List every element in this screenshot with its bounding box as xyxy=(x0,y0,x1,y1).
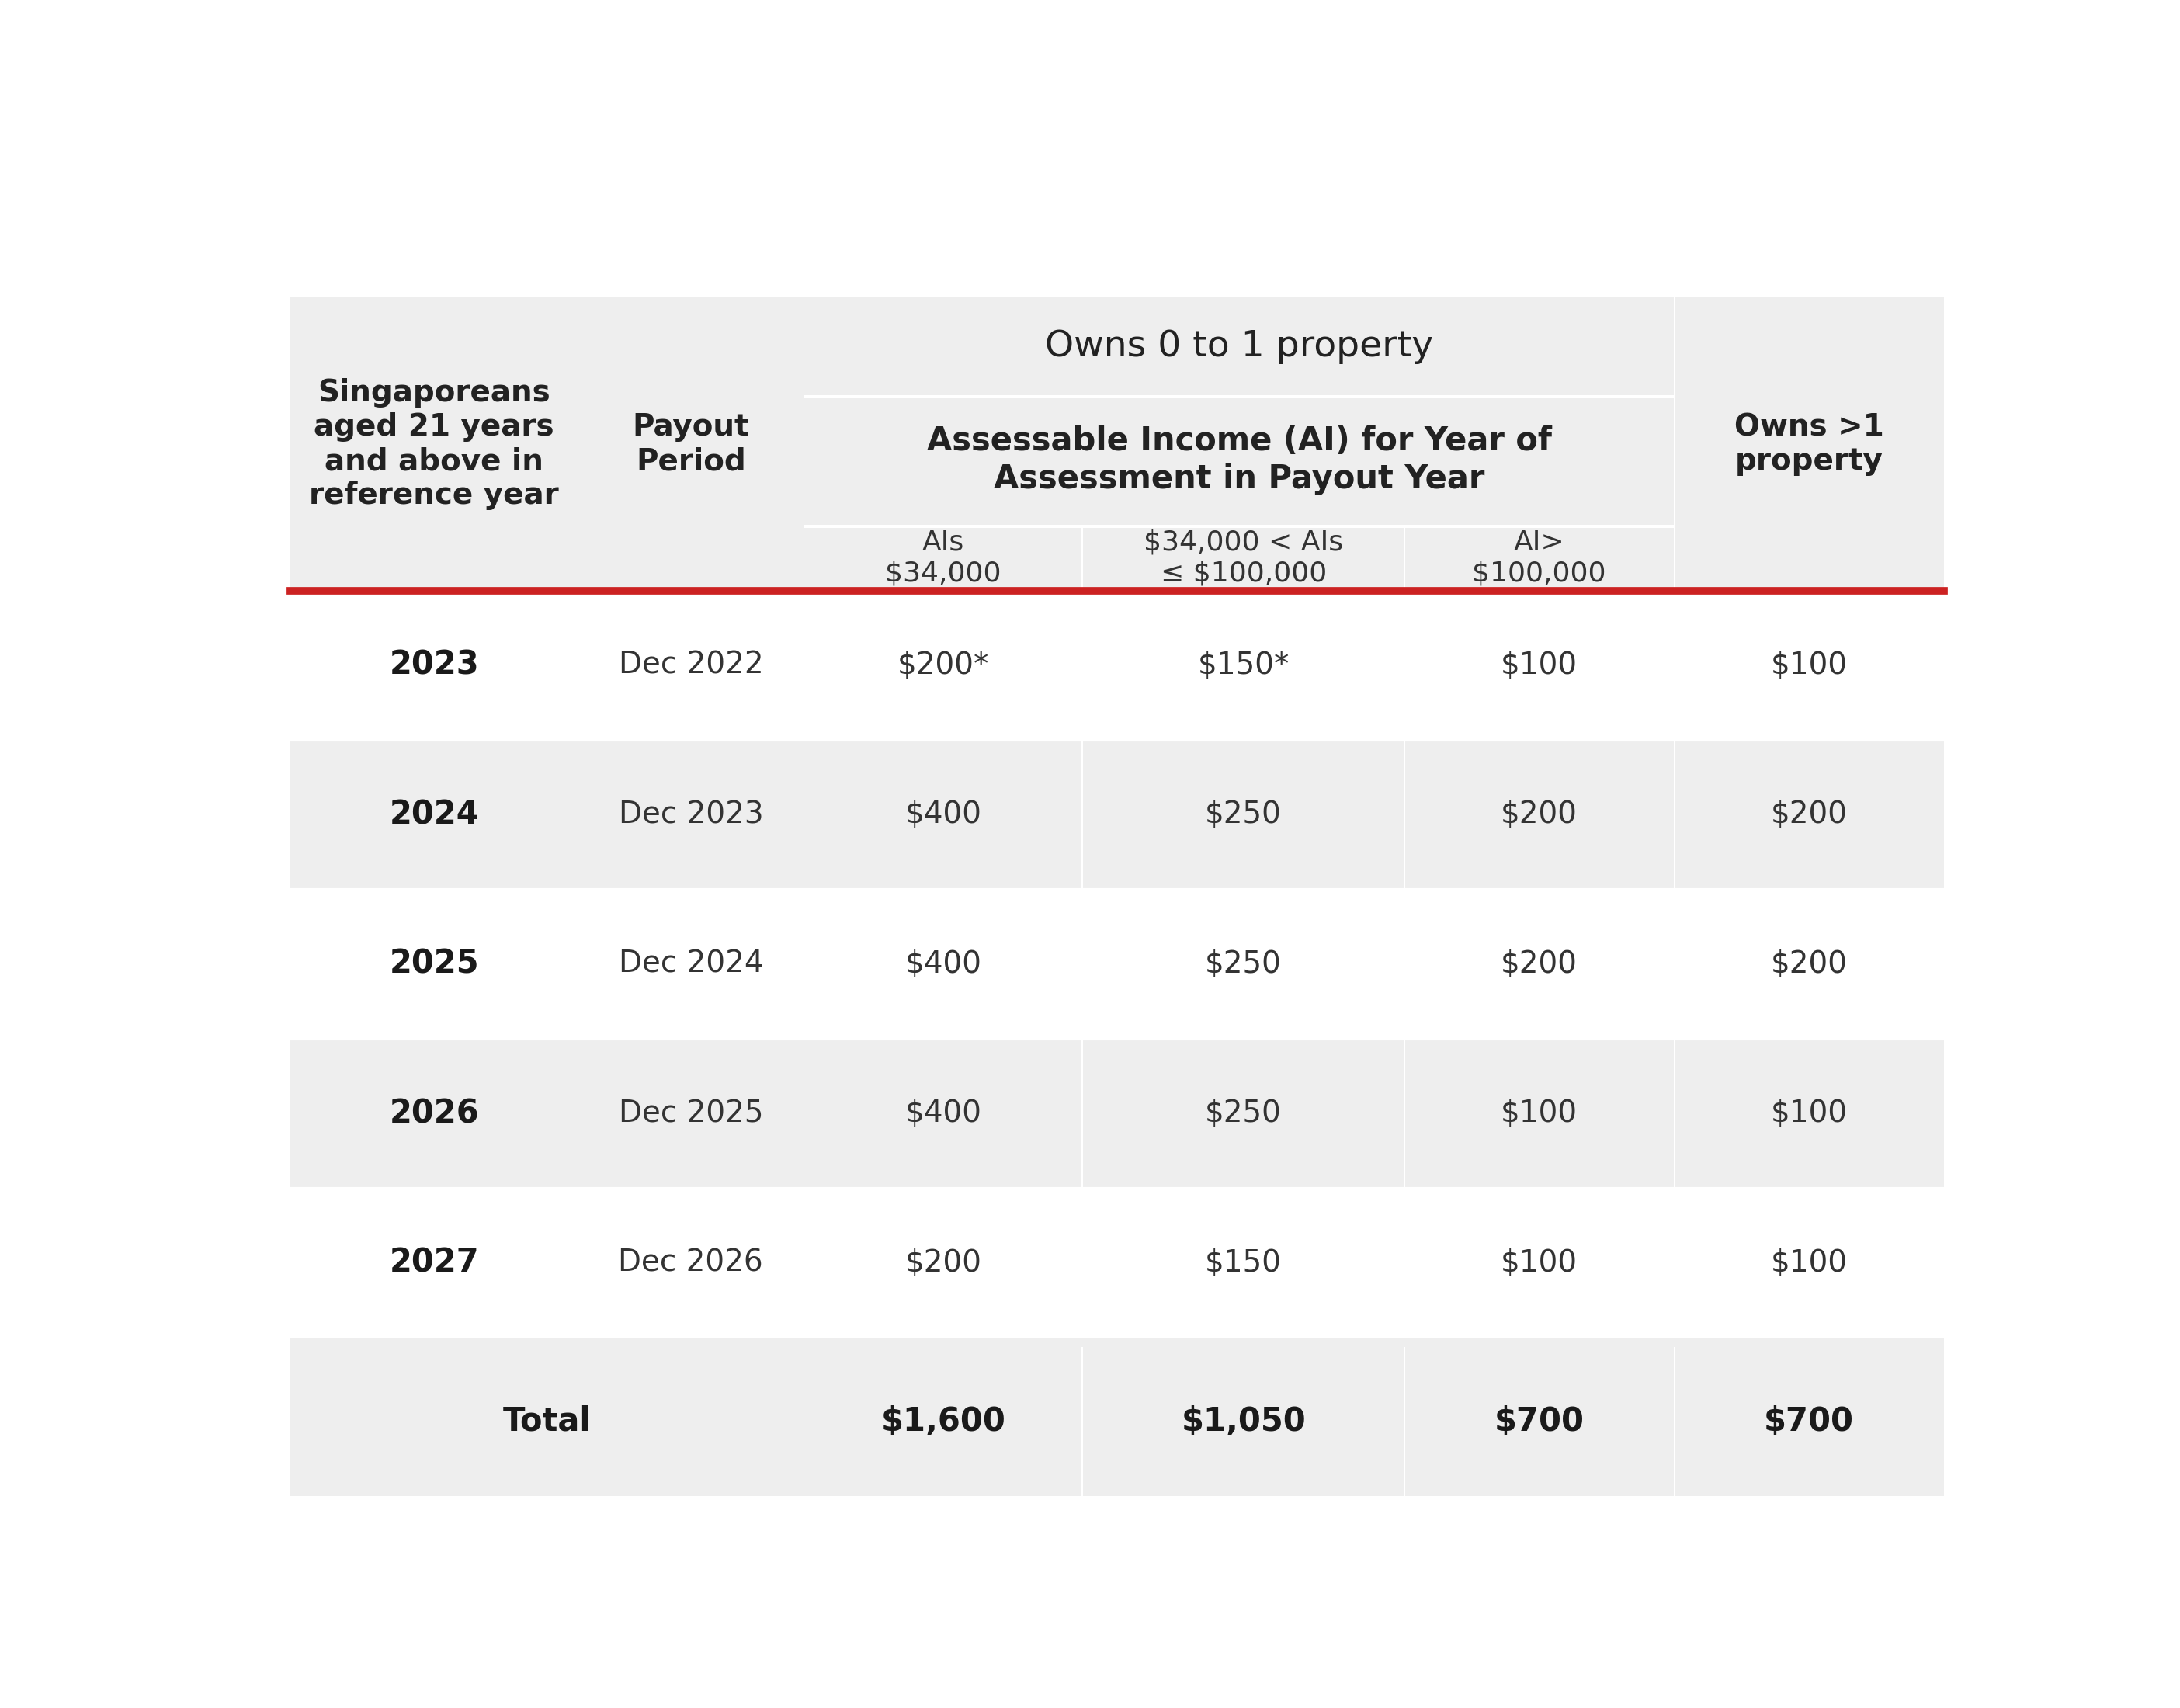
Text: $400: $400 xyxy=(905,950,981,979)
Text: Total: Total xyxy=(504,1406,591,1438)
Text: $700: $700 xyxy=(1764,1406,1855,1438)
Text: $150*: $150* xyxy=(1197,651,1288,680)
Text: $200: $200 xyxy=(1500,799,1578,830)
Text: $400: $400 xyxy=(905,1098,981,1129)
Text: 2025: 2025 xyxy=(390,948,480,980)
Text: $200: $200 xyxy=(1770,950,1846,979)
Bar xyxy=(290,890,1945,1038)
Text: $34,000 < AIs
≤ $100,000: $34,000 < AIs ≤ $100,000 xyxy=(1144,529,1343,586)
Text: $200*: $200* xyxy=(898,651,990,680)
Text: 2027: 2027 xyxy=(390,1247,480,1279)
Bar xyxy=(290,740,1945,890)
Text: $100: $100 xyxy=(1500,1249,1578,1278)
Text: Dec 2025: Dec 2025 xyxy=(619,1098,763,1129)
Text: Owns 0 to 1 property: Owns 0 to 1 property xyxy=(1044,330,1432,364)
Text: $250: $250 xyxy=(1206,1098,1282,1129)
Text: $100: $100 xyxy=(1770,1249,1846,1278)
Text: $250: $250 xyxy=(1206,950,1282,979)
Text: $200: $200 xyxy=(1770,799,1846,830)
Text: $150: $150 xyxy=(1206,1249,1282,1278)
Text: $200: $200 xyxy=(1500,950,1578,979)
Text: AIs
$34,000: AIs $34,000 xyxy=(885,529,1001,586)
Text: Assessable Income (AI) for Year of
Assessment in Payout Year: Assessable Income (AI) for Year of Asses… xyxy=(926,425,1552,495)
Text: Owns >1
property: Owns >1 property xyxy=(1735,412,1884,477)
Text: $100: $100 xyxy=(1500,1098,1578,1129)
Text: 2026: 2026 xyxy=(390,1097,480,1131)
Text: $100: $100 xyxy=(1770,1098,1846,1129)
Text: Singaporeans
aged 21 years
and above in
reference year: Singaporeans aged 21 years and above in … xyxy=(310,377,558,511)
Text: 2023: 2023 xyxy=(390,649,480,681)
Text: $700: $700 xyxy=(1493,1406,1585,1438)
Text: Dec 2026: Dec 2026 xyxy=(619,1249,763,1278)
Bar xyxy=(290,1038,1945,1189)
Text: $400: $400 xyxy=(905,799,981,830)
Text: 2024: 2024 xyxy=(390,798,480,832)
Bar xyxy=(804,524,1674,528)
Text: Dec 2024: Dec 2024 xyxy=(619,950,763,979)
Bar xyxy=(804,395,1674,398)
Text: AI>
$100,000: AI> $100,000 xyxy=(1472,529,1607,586)
Text: $100: $100 xyxy=(1500,651,1578,680)
Text: $100: $100 xyxy=(1770,651,1846,680)
Text: $200: $200 xyxy=(905,1249,981,1278)
Text: Payout
Period: Payout Period xyxy=(632,412,750,477)
Text: $250: $250 xyxy=(1206,799,1282,830)
Bar xyxy=(290,591,1945,740)
Text: Dec 2023: Dec 2023 xyxy=(619,799,763,830)
Bar xyxy=(290,1346,1945,1496)
Text: Dec 2022: Dec 2022 xyxy=(619,651,763,680)
Text: $1,600: $1,600 xyxy=(881,1406,1005,1438)
Bar xyxy=(290,1189,1945,1337)
Text: $1,050: $1,050 xyxy=(1182,1406,1306,1438)
